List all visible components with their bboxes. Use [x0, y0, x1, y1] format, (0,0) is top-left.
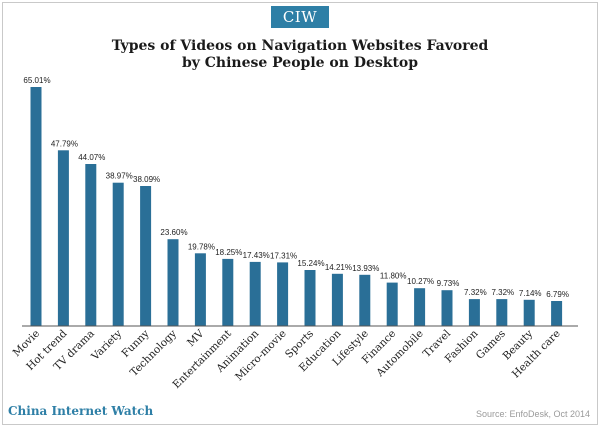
category-label-mv: MV: [185, 327, 207, 349]
bar-movie: [30, 87, 42, 326]
value-label-fashion: 7.32%: [464, 288, 487, 297]
bars-layer: [30, 87, 563, 326]
value-label-funny: 38.09%: [133, 175, 160, 184]
bar-technology: [167, 239, 179, 326]
bar-hot-trend: [57, 150, 69, 326]
value-label-variety: 38.97%: [106, 172, 133, 181]
value-label-lifestyle: 13.93%: [352, 264, 379, 273]
bar-fashion: [468, 299, 480, 326]
footer-source: Source: EnfoDesk, Oct 2014: [475, 409, 590, 419]
value-label-mv: 19.78%: [188, 242, 215, 251]
bar-tv-drama: [85, 164, 97, 326]
value-label-games: 7.32%: [491, 288, 514, 297]
bar-funny: [140, 186, 152, 326]
ciw-logo: CIW: [271, 6, 329, 28]
value-label-tv-drama: 44.07%: [78, 153, 105, 162]
bar-games: [496, 299, 508, 326]
value-label-health-care: 6.79%: [546, 290, 569, 299]
chart-title-line-2: by Chinese People on Desktop: [181, 55, 419, 71]
bar-finance: [386, 282, 398, 326]
bar-micro-movie: [277, 262, 289, 326]
bar-travel: [441, 290, 453, 326]
value-label-technology: 23.60%: [160, 228, 187, 237]
value-label-travel: 9.73%: [437, 279, 460, 288]
value-label-hot-trend: 47.79%: [51, 139, 78, 148]
bar-sports: [304, 270, 316, 326]
chart-title: Types of Videos on Navigation Websites F…: [0, 38, 600, 72]
bar-mv: [194, 253, 206, 326]
bar-education: [331, 273, 343, 326]
value-label-micro-movie: 17.31%: [270, 251, 297, 260]
value-label-entertainment: 18.25%: [215, 248, 242, 257]
value-label-beauty: 7.14%: [519, 289, 542, 298]
chart-title-line-1: Types of Videos on Navigation Websites F…: [111, 38, 489, 54]
bar-health-care: [551, 301, 563, 326]
value-labels-layer: 65.01% 47.79%44.07% 38.97% 38.09% 23.60%19.7…: [23, 76, 569, 299]
bar-beauty: [523, 299, 535, 326]
bar-variety: [112, 182, 124, 326]
value-label-finance: 11.80%: [380, 272, 407, 281]
bar-animation: [249, 261, 261, 326]
bar-lifestyle: [359, 274, 371, 326]
value-label-sports: 15.24%: [297, 259, 324, 268]
value-label-animation: 17.43%: [243, 251, 270, 260]
bar-automobile: [414, 288, 426, 326]
bar-entertainment: [222, 258, 234, 326]
value-label-education: 14.21%: [325, 263, 352, 272]
value-label-movie: 65.01%: [23, 76, 50, 85]
category-label-variety: Variety: [89, 328, 125, 364]
footer-brand: China Internet Watch: [8, 404, 154, 418]
value-label-automobile: 10.27%: [407, 277, 434, 286]
